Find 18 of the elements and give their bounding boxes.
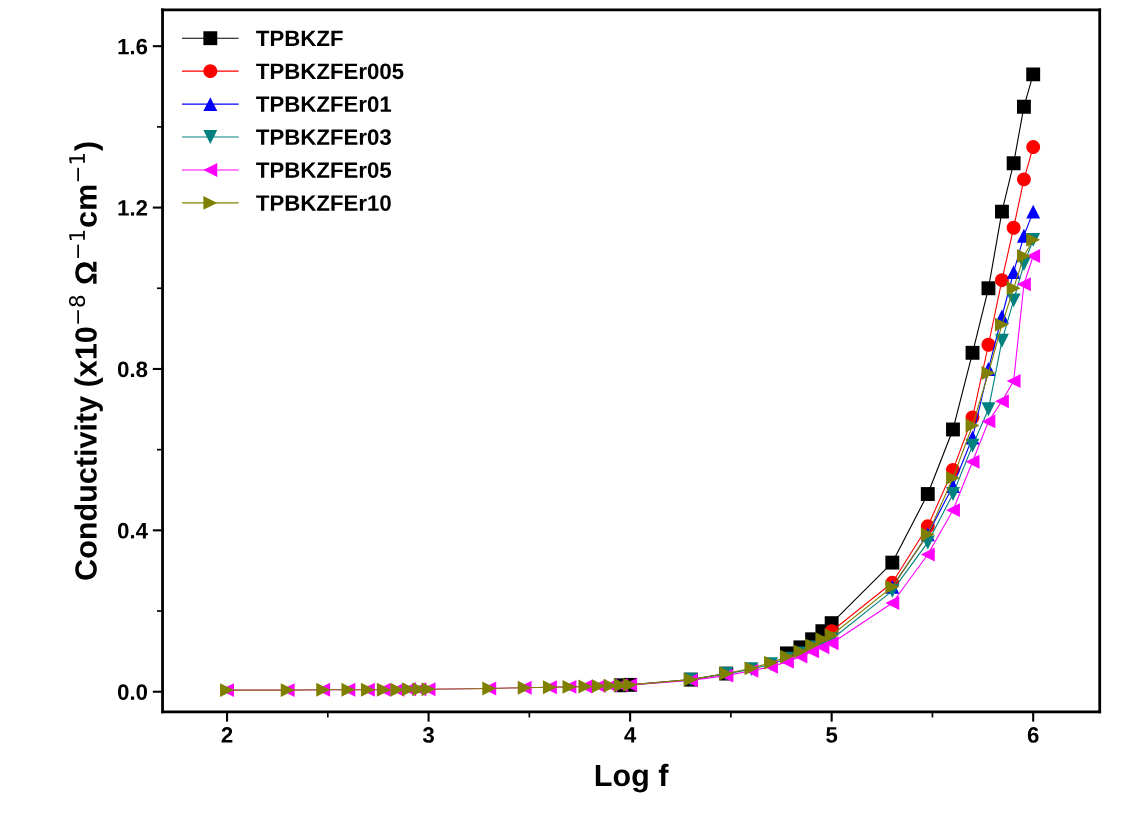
x-tick-label: 2 xyxy=(221,727,233,743)
y-tick-label: 0.4 xyxy=(117,522,148,539)
y-tick-label: 0.0 xyxy=(117,684,148,700)
x-tick-label: 6 xyxy=(1027,727,1039,743)
x-tick-label: 4 xyxy=(624,727,637,743)
legend-label: TPBKZF xyxy=(256,30,343,46)
legend-label: TPBKZFEr005 xyxy=(256,63,404,80)
x-tick-label: 5 xyxy=(826,727,838,743)
y-axis-title: Conductivity (x10$^{−8}$ Ω$^{−1}$cm$^{−1}$) xyxy=(68,142,103,580)
y-tick-label: 1.2 xyxy=(118,200,148,216)
x-tick-label: 3 xyxy=(422,727,434,743)
legend-label: TPBKZFEr03 xyxy=(256,129,391,146)
x-axis-title: Log f xyxy=(595,763,669,793)
y-tick-label: 1.6 xyxy=(118,38,148,55)
legend-label: TPBKZFEr10 xyxy=(256,195,391,211)
legend-label: TPBKZFEr01 xyxy=(256,96,392,113)
y-tick-label: 0.8 xyxy=(117,361,148,378)
legend-label: TPBKZFEr05 xyxy=(256,162,392,178)
